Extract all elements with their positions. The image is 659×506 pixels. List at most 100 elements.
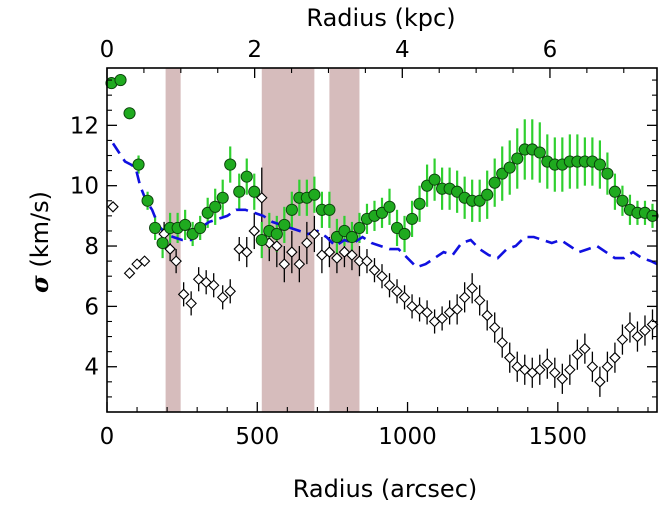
- diamond-point: [398, 291, 411, 304]
- diamond-point: [594, 376, 606, 388]
- green-point: [194, 221, 207, 234]
- green-point: [209, 200, 222, 213]
- diamond-point: [271, 240, 283, 252]
- diamond-point: [616, 333, 629, 346]
- diamond-point: [571, 348, 584, 361]
- x-tick-label: 1500: [529, 424, 588, 450]
- green-point: [345, 230, 358, 244]
- diamond-point: [624, 321, 636, 334]
- diamond-point: [301, 237, 313, 249]
- dashed-series-line: [111, 142, 658, 269]
- diamond-point: [639, 324, 651, 337]
- diamond-point: [338, 246, 351, 258]
- x2-axis-title: Radius (kpc): [306, 4, 455, 32]
- green-point: [383, 200, 396, 213]
- diamond-point: [458, 291, 471, 304]
- diamond-point: [534, 363, 546, 376]
- diamond-point: [216, 291, 229, 304]
- green-point: [353, 221, 366, 234]
- diamond-point: [353, 255, 366, 267]
- x2-tick-label: 2: [247, 37, 262, 63]
- diamond-point: [177, 288, 190, 301]
- y-tick-label: 12: [70, 113, 99, 139]
- green-point: [278, 218, 291, 231]
- diamond-point: [107, 201, 119, 213]
- green-point: [323, 203, 336, 216]
- green-point: [308, 188, 321, 201]
- x-tick-label: 1000: [378, 424, 437, 450]
- diamond-point: [579, 342, 591, 355]
- green-point: [593, 158, 606, 171]
- diamond-point: [488, 321, 501, 334]
- green-point: [114, 74, 127, 87]
- green-point: [224, 158, 237, 171]
- y-axis-symbol: σ: [25, 275, 54, 293]
- diamond-point: [451, 303, 463, 316]
- diamond-point: [609, 351, 621, 364]
- shaded-band: [165, 68, 181, 412]
- green-point: [233, 185, 246, 198]
- y-tick-label: 6: [84, 294, 99, 320]
- y-axis-title: σ (km/s): [25, 191, 54, 293]
- diamond-point: [138, 255, 151, 267]
- green-point: [481, 188, 494, 201]
- green-point: [428, 173, 441, 186]
- diamond-point: [496, 336, 508, 349]
- diamond-point: [601, 360, 614, 373]
- green-point: [285, 203, 298, 216]
- y-axis-unit: [26, 268, 54, 276]
- x-tick-label: 500: [235, 424, 279, 450]
- green-point: [255, 233, 268, 247]
- x2-tick-label: 0: [100, 37, 115, 63]
- green-point: [149, 221, 162, 234]
- diamond-point: [376, 270, 388, 282]
- green-point: [270, 227, 283, 241]
- green-point: [398, 227, 411, 241]
- green-point: [240, 170, 253, 183]
- diamond-point: [286, 246, 298, 258]
- diamond-point: [346, 249, 358, 261]
- diamond-point: [503, 351, 516, 364]
- dashed-curve: [111, 142, 658, 269]
- diamond-point: [224, 285, 237, 298]
- axis-ticks: 0 500 1000 1500 0 2 4 6 4 6 8 10 12: [70, 37, 657, 450]
- x2-tick-label: 6: [543, 37, 558, 63]
- green-point: [511, 152, 524, 165]
- diamond-point: [436, 312, 448, 325]
- diamond-point: [466, 282, 478, 295]
- diamond-point: [293, 258, 306, 270]
- green-point: [616, 194, 629, 207]
- y-tick-label: 8: [84, 234, 99, 260]
- diamond-point: [391, 285, 403, 298]
- diamond-point: [564, 363, 576, 376]
- diamond-point: [323, 246, 336, 258]
- diamond-point: [170, 255, 182, 267]
- green-point: [179, 218, 192, 231]
- axes-box: [106, 67, 658, 413]
- x-tick-label: 0: [100, 424, 115, 450]
- diamond-point: [549, 366, 561, 379]
- green-point: [156, 236, 169, 250]
- green-point: [503, 161, 516, 174]
- green-point: [406, 212, 419, 225]
- green-point: [488, 176, 501, 189]
- x2-tick-label: 4: [395, 37, 410, 63]
- diamond-point: [556, 373, 569, 385]
- green-point: [608, 185, 621, 198]
- diamond-point: [473, 294, 486, 307]
- green-point: [141, 194, 154, 207]
- diamond-point: [207, 279, 220, 292]
- x-axis-title: Radius (arcsec): [293, 475, 478, 503]
- diamond-point: [481, 309, 493, 322]
- diamond-point: [308, 228, 321, 240]
- diamond-point: [331, 252, 343, 264]
- y-tick-label: 4: [84, 355, 99, 381]
- diamond-point: [631, 330, 644, 343]
- green-point: [533, 146, 546, 159]
- diamond-point: [368, 264, 381, 276]
- diamond-point: [421, 306, 433, 319]
- axis-labels: Radius (arcsec) Radius (kpc) σ (km/s): [25, 4, 477, 503]
- green-point: [123, 107, 136, 120]
- green-point: [216, 191, 229, 204]
